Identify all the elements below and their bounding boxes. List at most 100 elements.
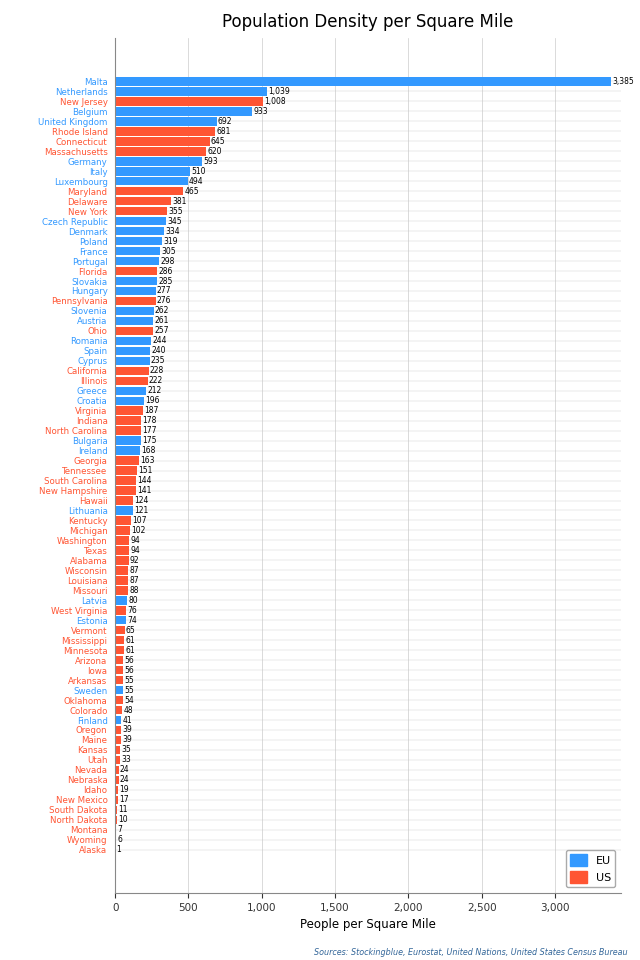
Bar (115, 227, 164, 235)
Text: 178: 178 (143, 417, 157, 425)
Bar (115, 437, 141, 444)
Text: 163: 163 (140, 456, 155, 465)
Text: 228: 228 (150, 367, 164, 375)
Bar (115, 197, 171, 205)
Text: 196: 196 (145, 396, 159, 405)
Text: 277: 277 (157, 286, 172, 296)
Bar (115, 516, 131, 525)
Text: 92: 92 (130, 556, 140, 564)
Bar (115, 756, 120, 764)
Bar (115, 267, 157, 276)
Text: 41: 41 (122, 715, 132, 725)
Text: 355: 355 (168, 206, 183, 216)
Text: 319: 319 (163, 236, 178, 246)
Text: 55: 55 (124, 685, 134, 695)
Bar (115, 247, 160, 255)
Text: 1,039: 1,039 (269, 87, 291, 96)
Bar (115, 356, 150, 365)
Bar (115, 526, 130, 535)
Text: 692: 692 (218, 117, 232, 126)
Bar (115, 287, 156, 296)
Text: 80: 80 (128, 596, 138, 605)
Text: 94: 94 (130, 546, 140, 555)
Text: 298: 298 (160, 256, 175, 266)
Bar (115, 317, 154, 325)
Text: 151: 151 (138, 467, 153, 475)
Text: 240: 240 (152, 347, 166, 355)
Bar (115, 177, 188, 185)
Bar (115, 766, 118, 774)
Bar (115, 556, 129, 564)
Text: 262: 262 (155, 306, 169, 316)
Text: 933: 933 (253, 107, 268, 116)
Text: 187: 187 (144, 406, 158, 416)
Text: 107: 107 (132, 516, 147, 525)
Text: 1: 1 (116, 845, 121, 854)
Bar (115, 137, 210, 146)
Bar (115, 426, 141, 435)
Text: 24: 24 (120, 765, 129, 775)
Bar (115, 785, 118, 794)
Text: 3,385: 3,385 (612, 77, 634, 86)
Text: 33: 33 (121, 756, 131, 764)
Bar (115, 666, 124, 674)
Text: 76: 76 (127, 606, 137, 614)
Bar (115, 187, 183, 196)
Bar (115, 467, 138, 475)
Bar (115, 396, 144, 405)
Title: Population Density per Square Mile: Population Density per Square Mile (222, 13, 514, 32)
X-axis label: People per Square Mile: People per Square Mile (300, 918, 436, 931)
Bar (115, 805, 117, 814)
Bar (115, 735, 121, 744)
Bar (115, 297, 156, 305)
Bar (115, 157, 202, 165)
Bar (115, 487, 136, 494)
Text: 7: 7 (117, 826, 122, 834)
Text: 61: 61 (125, 646, 135, 655)
Bar (115, 835, 116, 844)
Bar (115, 367, 148, 375)
Bar (115, 696, 123, 705)
Bar (115, 746, 120, 755)
Text: 102: 102 (131, 526, 146, 535)
Text: 381: 381 (172, 197, 187, 205)
Text: 175: 175 (142, 436, 157, 445)
Bar (115, 417, 141, 425)
Text: 39: 39 (122, 726, 132, 734)
Text: 6: 6 (117, 835, 122, 844)
Bar (115, 586, 128, 594)
Bar (115, 257, 159, 265)
Text: 345: 345 (167, 217, 182, 226)
Bar (115, 726, 121, 734)
Bar (115, 276, 157, 285)
Bar (115, 117, 216, 126)
Bar (115, 626, 125, 635)
Bar (115, 387, 147, 395)
Legend: EU, US: EU, US (566, 850, 615, 887)
Text: 235: 235 (151, 356, 165, 366)
Bar (115, 77, 611, 85)
Bar (115, 826, 116, 834)
Text: 222: 222 (149, 376, 163, 385)
Bar (115, 207, 167, 215)
Bar (115, 537, 129, 544)
Bar (115, 97, 263, 106)
Bar (115, 606, 126, 614)
Text: 88: 88 (129, 586, 139, 595)
Text: 334: 334 (165, 227, 180, 235)
Text: 48: 48 (124, 706, 133, 714)
Text: 261: 261 (155, 317, 169, 325)
Text: 87: 87 (129, 576, 139, 585)
Bar (115, 376, 148, 385)
Text: 620: 620 (207, 147, 221, 156)
Bar (115, 796, 118, 804)
Bar (115, 127, 215, 135)
Text: 141: 141 (137, 486, 152, 495)
Text: 144: 144 (138, 476, 152, 485)
Text: 257: 257 (154, 326, 168, 335)
Bar (115, 147, 206, 156)
Text: 177: 177 (142, 426, 157, 435)
Bar (115, 776, 118, 784)
Bar (115, 496, 133, 505)
Text: 465: 465 (184, 187, 199, 196)
